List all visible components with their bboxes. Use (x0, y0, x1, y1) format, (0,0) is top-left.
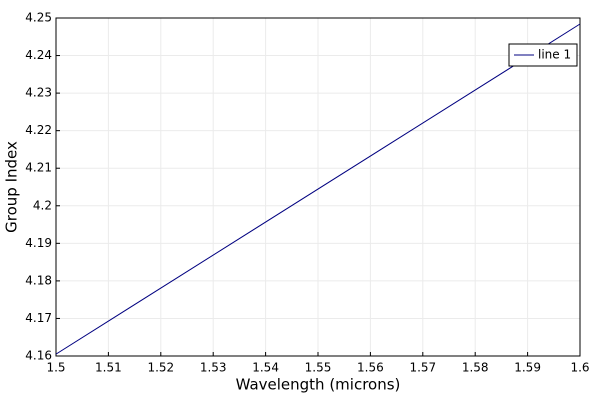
y-tick-label: 4.24 (25, 48, 52, 62)
plot-frame (55, 17, 581, 357)
legend-box (508, 43, 578, 67)
y-tick-label: 4.16 (25, 349, 52, 363)
y-axis-label: Group Index (3, 141, 21, 233)
x-tick-label: 1.59 (514, 361, 541, 375)
y-tick-label: 4.25 (25, 11, 52, 25)
x-tick-label: 1.55 (305, 361, 332, 375)
x-tick-label: 1.6 (570, 361, 589, 375)
y-tick-label: 4.2 (33, 198, 52, 212)
x-axis-label: Wavelength (microns) (236, 376, 401, 394)
x-tick-label: 1.51 (95, 361, 122, 375)
x-tick-label: 1.5 (46, 361, 65, 375)
data-line (55, 23, 581, 355)
y-tick-label: 4.23 (25, 86, 52, 100)
x-tick-label: 1.52 (147, 361, 174, 375)
y-tick-label: 4.18 (25, 273, 52, 287)
x-tick-label: 1.58 (462, 361, 489, 375)
y-tick-label: 4.19 (25, 236, 52, 250)
y-tick-label: 4.17 (25, 311, 52, 325)
y-tick-label: 4.21 (25, 161, 52, 175)
x-tick-label: 1.54 (252, 361, 279, 375)
x-tick-label: 1.56 (357, 361, 384, 375)
x-tick-label: 1.53 (200, 361, 227, 375)
x-tick-label: 1.57 (409, 361, 436, 375)
y-tick-label: 4.22 (25, 123, 52, 137)
legend-label: line 1 (538, 48, 571, 62)
